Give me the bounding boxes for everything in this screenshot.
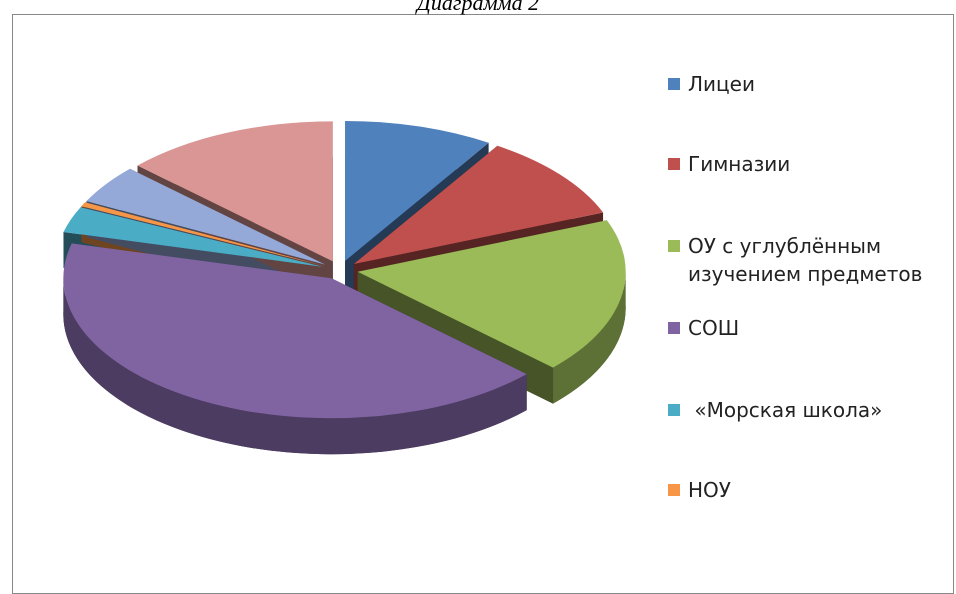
legend-swatch <box>668 158 680 170</box>
legend-item: Лицеи <box>668 70 943 98</box>
slice <box>353 145 604 265</box>
legend-item: НОУ <box>668 476 943 504</box>
slice <box>81 202 324 266</box>
legend-swatch <box>668 78 680 90</box>
legend-label: ОУ с углублённым изучением предметов <box>688 234 923 286</box>
legend-swatch <box>668 404 680 416</box>
slice <box>357 220 626 368</box>
legend-label: СОШ <box>688 316 740 340</box>
slice-side <box>553 271 626 404</box>
legend-label: Лицеи <box>688 72 755 96</box>
legend-swatch <box>668 484 680 496</box>
slice-side <box>63 278 527 455</box>
legend-label: НОУ <box>688 478 731 502</box>
slice <box>345 120 489 261</box>
legend-item: Гимназии <box>668 150 943 178</box>
legend-label: «Морская школа» <box>688 398 883 422</box>
slice <box>137 121 333 262</box>
slice <box>63 207 324 267</box>
legend-item: СОШ <box>668 314 943 342</box>
legend-swatch <box>668 322 680 334</box>
slice <box>86 168 326 265</box>
slice <box>63 243 527 419</box>
legend-swatch <box>668 240 680 252</box>
legend-label: Гимназии <box>688 152 791 176</box>
legend-item: ОУ с углублённым изучением предметов <box>668 232 943 288</box>
chart-title: Диаграмма 2 <box>416 0 540 15</box>
legend-item: «Морская школа» <box>668 396 943 424</box>
